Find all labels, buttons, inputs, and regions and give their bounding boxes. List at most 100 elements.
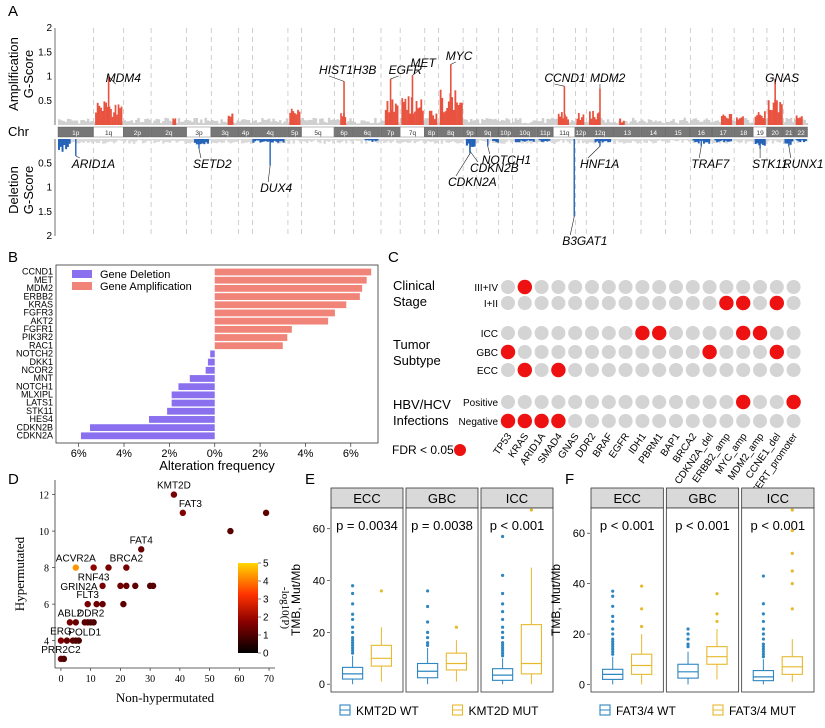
amp-peak-bar (292, 111, 295, 125)
del-background-bar (325, 139, 329, 142)
del-background-bar (500, 139, 504, 144)
del-background-bar (316, 139, 320, 143)
box-outlier (501, 625, 505, 629)
box-body (677, 663, 699, 679)
amp-peak-bar (762, 118, 765, 125)
amp-background-bar (465, 119, 468, 125)
scatter-gene-label: FAT3 (179, 499, 203, 510)
amp-peak-bar (391, 99, 394, 125)
amp-background-bar (679, 120, 682, 125)
amp-peak-bar (452, 110, 455, 125)
amp-peak-bar (764, 111, 766, 125)
del-background-bar (387, 139, 390, 142)
dot (585, 345, 599, 359)
dot (618, 414, 633, 428)
bar (205, 366, 215, 374)
del-trough-bar (270, 139, 273, 143)
box-outlier (715, 619, 719, 624)
significant-dot (786, 394, 801, 410)
scatter-point (75, 637, 82, 644)
del-background-bar (153, 139, 156, 144)
amp-background-bar (523, 122, 527, 125)
amp-background-bar (336, 119, 339, 125)
del-tick-label: 0.5 (38, 158, 52, 169)
amp-background-bar (162, 121, 165, 125)
dot (769, 280, 784, 294)
del-gene-leader (75, 155, 80, 159)
bar (210, 350, 215, 358)
del-background-bar (734, 139, 737, 141)
amp-background-bar (676, 123, 680, 125)
dot (585, 296, 599, 310)
del-trough-bar (723, 139, 726, 143)
facet-panel (480, 507, 554, 693)
dot (534, 363, 549, 377)
significant-dot (736, 394, 751, 410)
del-background-bar (766, 139, 770, 142)
amp-background-bar (347, 121, 350, 125)
del-trough-bar (252, 139, 255, 143)
del-background-bar (562, 139, 565, 143)
scatter-gene-label: ABL2 (58, 608, 83, 619)
del-background-bar (308, 139, 311, 141)
chromosome-label: 10p (500, 130, 511, 137)
del-background-bar (611, 139, 614, 141)
chromosome-band (353, 126, 381, 138)
scatter-point (90, 619, 97, 626)
del-gene-trough (788, 139, 790, 147)
bar-xlabel: Alteration frequency (159, 458, 275, 473)
amp-peak-bar (106, 106, 109, 125)
del-trough-bar (194, 139, 197, 143)
del-background-bar (588, 139, 592, 143)
amp-peak-bar (432, 115, 435, 125)
box-outlier (351, 625, 355, 629)
dot-matrix: III+IV I+II ICC GBC ECC Positive Negative (459, 279, 801, 429)
amp-background-bar (202, 123, 205, 125)
amp-background-bar (476, 119, 480, 125)
chromosome-label: 22 (798, 130, 806, 137)
del-background-bar (744, 139, 748, 144)
amp-background-bar (789, 117, 793, 125)
dot (635, 280, 650, 294)
del-gene-leader (469, 150, 479, 163)
box-y-tick-label: 0 (319, 679, 325, 691)
bar-x-tick-label: 4% (116, 448, 132, 460)
box-body (491, 668, 514, 681)
dot (635, 345, 650, 359)
amp-background-bar (463, 119, 466, 125)
del-tick-label: 2 (46, 231, 52, 242)
del-trough-bar (277, 139, 280, 143)
del-background-bar (157, 139, 161, 142)
dot (635, 395, 650, 409)
del-trough-bar (525, 139, 528, 141)
del-background-bar (164, 139, 167, 143)
box-outlier (351, 641, 355, 645)
chromosome-band (287, 126, 302, 138)
amp-background-bar (636, 122, 639, 125)
scatter-point (105, 564, 112, 571)
del-trough-bar (366, 139, 369, 141)
significant-dot (652, 325, 667, 341)
del-background-bar (422, 139, 425, 143)
bar (214, 268, 372, 276)
amp-peak-bar (119, 108, 121, 125)
amp-background-bar (744, 118, 748, 125)
amp-background-bar (144, 118, 147, 125)
bar-category-label: RAC1 (29, 340, 53, 350)
amp-peak-bar (384, 109, 387, 125)
bar-category-label: HES4 (29, 414, 53, 424)
del-background-bar (568, 139, 572, 144)
del-trough-bar (799, 139, 802, 143)
amp-background-bar (367, 121, 370, 125)
del-trough-bar (598, 139, 601, 144)
dot (517, 395, 532, 409)
dot (669, 280, 683, 294)
amp-peak-bar (567, 119, 569, 125)
del-gene-leader (587, 146, 601, 159)
amp-peak-bar (409, 113, 412, 125)
del-background-bar (82, 139, 85, 143)
bar-category-label: CDKN2A (16, 431, 53, 441)
del-background-bar (95, 139, 99, 143)
group-title-hbv-1: HBV/HCV (393, 397, 451, 412)
del-background-bar (102, 139, 105, 144)
